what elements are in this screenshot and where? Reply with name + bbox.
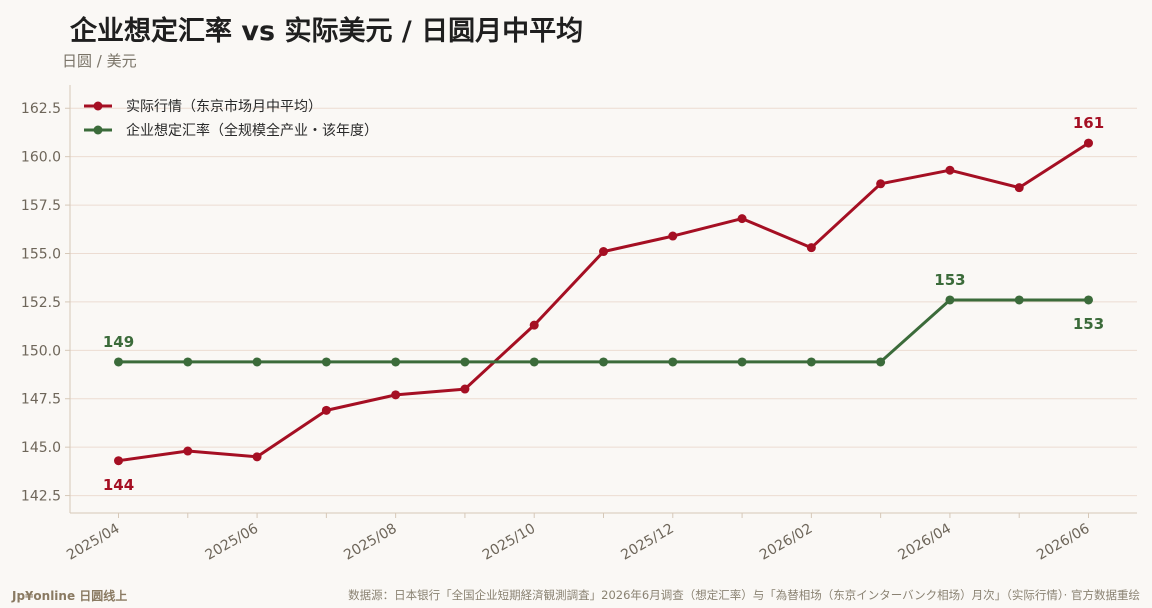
chart-title: 企业想定汇率 vs 实际美元 / 日圆月中平均	[70, 16, 584, 47]
data-point	[668, 357, 678, 367]
legend-label: 企业想定汇率（全规模全产业・该年度）	[126, 122, 378, 139]
y-tick-label: 162.5	[21, 101, 61, 117]
data-point	[806, 243, 816, 253]
data-point	[599, 247, 608, 257]
data-point	[321, 405, 331, 415]
legend-swatch-marker	[93, 101, 103, 111]
legend-item: 实际行情（东京市场月中平均）	[84, 98, 322, 115]
data-point	[183, 357, 193, 367]
data-point	[114, 456, 123, 466]
data-point	[876, 357, 886, 367]
x-tick-label: 2026/02	[757, 521, 815, 564]
data-point	[945, 295, 955, 305]
y-tick-label: 152.5	[21, 295, 61, 311]
x-tick-label: 2025/06	[203, 521, 261, 564]
data-point	[599, 357, 608, 367]
data-point	[1084, 138, 1093, 148]
data-label: 161	[1073, 114, 1104, 132]
data-point	[945, 165, 955, 175]
data-point	[252, 452, 262, 462]
y-tick-label: 150.0	[21, 343, 61, 359]
data-label: 153	[934, 271, 965, 289]
data-point	[321, 357, 331, 367]
data-point	[806, 357, 816, 367]
data-point	[876, 179, 886, 189]
data-point	[668, 231, 678, 241]
series-line-1	[118, 298, 1089, 364]
data-point	[529, 357, 539, 367]
legend-swatch-marker	[93, 125, 103, 135]
data-point	[737, 214, 747, 224]
data-point	[460, 384, 470, 394]
data-point	[1014, 295, 1024, 305]
x-tick-label: 2025/10	[480, 521, 538, 564]
y-tick-label: 145.0	[21, 440, 61, 456]
data-point	[460, 357, 470, 367]
legend-label: 实际行情（东京市场月中平均）	[126, 98, 322, 115]
data-label: 149	[103, 333, 134, 351]
data-point	[391, 390, 401, 400]
data-point	[1084, 295, 1093, 305]
x-tick-label: 2026/06	[1034, 521, 1092, 564]
data-point	[529, 320, 539, 330]
x-tick-label: 2025/04	[64, 521, 122, 564]
legend-item: 企业想定汇率（全规模全产业・该年度）	[84, 122, 378, 139]
y-tick-label: 155.0	[21, 246, 61, 262]
data-label: 153	[1073, 315, 1104, 333]
data-point	[252, 357, 262, 367]
y-tick-label: 157.5	[21, 198, 61, 214]
data-point	[737, 357, 747, 367]
data-point	[1014, 183, 1024, 193]
x-tick-label: 2026/04	[896, 521, 954, 564]
y-tick-label: 147.5	[21, 392, 61, 408]
data-label: 144	[103, 476, 134, 494]
y-tick-label: 160.0	[21, 150, 61, 166]
footer-brand: Jp¥online 日圆线上	[12, 589, 128, 603]
chart-subtitle: 日圆 / 美元	[62, 52, 137, 70]
footer-source: 数据源：日本银行「全国企业短期経済観測調査」2026年6月调查（想定汇率）与「為…	[348, 588, 1140, 602]
y-tick-label: 142.5	[21, 489, 61, 505]
data-point	[183, 446, 193, 456]
data-point	[391, 357, 401, 367]
x-tick-label: 2025/08	[341, 521, 399, 564]
x-tick-label: 2025/12	[618, 521, 676, 564]
data-point	[114, 357, 123, 367]
